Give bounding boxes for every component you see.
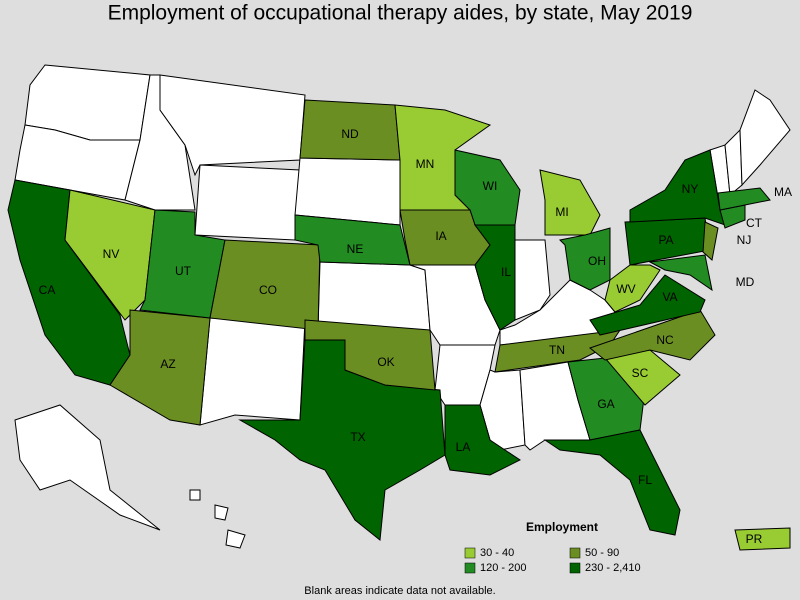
state: [648, 254, 713, 292]
state-label: MD: [736, 275, 755, 289]
state-label: OH: [588, 254, 606, 268]
state: [558, 227, 611, 291]
state: [294, 157, 401, 226]
state-label: UT: [175, 264, 192, 278]
map-title: Employment of occupational therapy aides…: [108, 2, 693, 25]
state: [214, 504, 229, 521]
state: [194, 164, 301, 241]
state-label: PR: [746, 532, 763, 546]
state: [225, 529, 246, 549]
state: [717, 187, 771, 211]
state: [294, 214, 411, 266]
state-label: TN: [549, 343, 565, 357]
state: [189, 489, 201, 501]
state-label: LA: [456, 440, 471, 454]
legend-label: 30 - 40: [480, 547, 514, 559]
state: [304, 319, 436, 391]
state-label: WV: [616, 282, 635, 296]
legend-swatch: [464, 547, 476, 559]
state: [604, 264, 661, 313]
state: [317, 261, 431, 331]
state: [702, 221, 719, 261]
state-label: GA: [597, 397, 614, 411]
state-label: ND: [341, 127, 359, 141]
legend-swatch: [464, 562, 476, 574]
state: [734, 527, 791, 551]
state: [444, 404, 521, 476]
state-label: NJ: [737, 233, 752, 247]
legend-swatch: [569, 562, 581, 574]
state-label: MN: [416, 157, 435, 171]
state: [199, 317, 306, 426]
state-label: PA: [658, 233, 673, 247]
legend-title: Employment: [526, 520, 598, 534]
state-label: MA: [774, 185, 792, 199]
state-label: AZ: [160, 357, 175, 371]
state-label: SC: [632, 366, 649, 380]
state-label: CO: [259, 283, 277, 297]
state-label: CA: [39, 283, 56, 297]
legend-swatch: [569, 547, 581, 559]
state-label: FL: [638, 473, 652, 487]
state: [474, 224, 516, 331]
state: [14, 404, 161, 531]
state-label: NV: [103, 247, 120, 261]
state-label: NY: [682, 182, 699, 196]
state-label: NC: [656, 333, 674, 347]
legend-label: 230 - 2,410: [585, 562, 641, 574]
legend: 30 - 40 50 - 90 120 - 200 230 - 2,410: [464, 547, 641, 574]
state-label: OK: [377, 355, 394, 369]
state-label: VA: [662, 290, 677, 304]
state: [543, 429, 681, 536]
footnote: Blank areas indicate data not available.: [304, 585, 495, 597]
legend-label: 50 - 90: [585, 547, 619, 559]
state-label: MI: [555, 205, 568, 219]
state: [589, 274, 706, 336]
state-label: TX: [350, 430, 365, 444]
state-label: WI: [483, 179, 498, 193]
state-label: CT: [746, 216, 763, 230]
state: [739, 89, 791, 187]
state-label: IA: [435, 229, 446, 243]
state-label: IL: [501, 265, 511, 279]
states: CA NV AZ UT CO NE ND MN WI MI IA IL OH TX OK LA TN GA FL SC…: [7, 99, 792, 551]
legend-label: 120 - 200: [480, 562, 526, 574]
state-label: NE: [347, 242, 364, 256]
